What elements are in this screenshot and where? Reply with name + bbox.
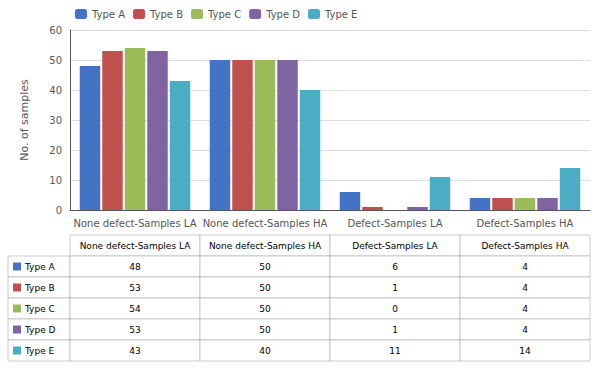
svg-text:1: 1: [392, 283, 398, 293]
svg-text:50: 50: [49, 55, 62, 66]
svg-text:4: 4: [522, 325, 528, 335]
svg-text:20: 20: [49, 145, 62, 156]
svg-text:Type C: Type C: [24, 304, 55, 314]
svg-text:40: 40: [259, 346, 271, 356]
svg-text:Defect-Samples HA: Defect-Samples HA: [481, 241, 569, 251]
svg-text:None defect-Samples HA: None defect-Samples HA: [209, 241, 322, 251]
svg-text:54: 54: [129, 304, 141, 314]
svg-text:Type D: Type D: [265, 9, 300, 20]
svg-text:Type D: Type D: [24, 325, 56, 335]
svg-text:50: 50: [259, 304, 271, 314]
svg-text:53: 53: [129, 325, 140, 335]
svg-text:11: 11: [389, 346, 400, 356]
svg-text:None defect-Samples HA: None defect-Samples HA: [203, 218, 328, 229]
svg-text:6: 6: [392, 262, 398, 272]
svg-text:50: 50: [259, 283, 271, 293]
svg-text:53: 53: [129, 283, 140, 293]
svg-text:60: 60: [49, 25, 62, 36]
svg-text:50: 50: [259, 325, 271, 335]
svg-text:Type E: Type E: [324, 9, 357, 20]
svg-text:48: 48: [129, 262, 141, 272]
svg-text:10: 10: [49, 175, 62, 186]
svg-text:14: 14: [519, 346, 531, 356]
svg-text:Type A: Type A: [91, 9, 125, 20]
svg-text:Defect-Samples HA: Defect-Samples HA: [477, 218, 574, 229]
svg-text:Type B: Type B: [24, 283, 55, 293]
svg-text:Type C: Type C: [207, 9, 241, 20]
svg-text:0: 0: [56, 205, 62, 216]
svg-text:43: 43: [129, 346, 140, 356]
svg-text:4: 4: [522, 304, 528, 314]
svg-text:None defect-Samples LA: None defect-Samples LA: [80, 241, 192, 251]
svg-text:No. of samples: No. of samples: [18, 79, 31, 161]
svg-text:None defect-Samples LA: None defect-Samples LA: [74, 218, 197, 229]
svg-text:Type A: Type A: [24, 262, 56, 272]
svg-text:4: 4: [522, 283, 528, 293]
svg-text:40: 40: [49, 85, 62, 96]
svg-text:Type B: Type B: [149, 9, 183, 20]
svg-text:Defect-Samples LA: Defect-Samples LA: [352, 241, 438, 251]
svg-text:0: 0: [392, 304, 398, 314]
svg-text:Type E: Type E: [24, 346, 55, 356]
svg-text:Defect-Samples LA: Defect-Samples LA: [347, 218, 442, 229]
svg-text:50: 50: [259, 262, 271, 272]
svg-text:1: 1: [392, 325, 398, 335]
svg-text:30: 30: [49, 115, 62, 126]
svg-text:4: 4: [522, 262, 528, 272]
